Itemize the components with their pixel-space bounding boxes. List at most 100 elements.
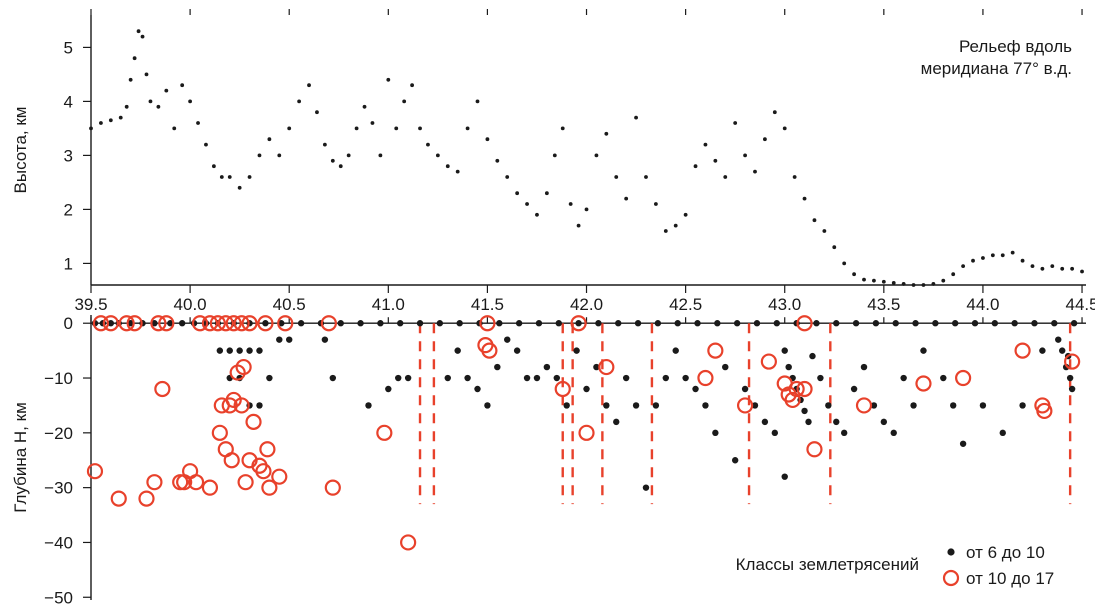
quake-small-point (377, 320, 384, 327)
relief-x-tick-label: 44.0 (966, 295, 999, 314)
relief-point (148, 99, 153, 104)
relief-x-tick-label: 43.0 (768, 295, 801, 314)
relief-point (180, 83, 185, 88)
quake-large-point (796, 380, 813, 398)
quake-small-point (456, 320, 463, 327)
relief-y-axis-label: Высота, км (11, 107, 30, 194)
quake-large-point (154, 380, 171, 398)
relief-point (338, 164, 343, 169)
relief-point (673, 223, 678, 228)
quake-small-point (436, 320, 444, 327)
relief-point (227, 175, 232, 179)
quake-small-point (1068, 385, 1076, 393)
quake-small-point (622, 374, 630, 382)
quake-small-point (615, 320, 622, 327)
quake-small-point (979, 402, 987, 409)
relief-point (435, 153, 440, 158)
quake-small-point (825, 402, 832, 409)
quake-small-point (1051, 320, 1058, 327)
quake-small-point (950, 402, 957, 409)
quake-large-point (570, 315, 587, 332)
relief-point (237, 185, 242, 190)
quake-small-point (692, 385, 699, 393)
quake-small-point (912, 320, 919, 327)
quake-small-point (951, 320, 959, 327)
relief-x-tick-label: 42.0 (570, 295, 603, 314)
relief-point (505, 175, 510, 179)
relief-point (136, 29, 141, 34)
quake-small-point (543, 363, 551, 371)
quake-large-point (138, 490, 155, 507)
quake-small-point (850, 385, 858, 393)
relief-point (802, 196, 807, 201)
relief-point (297, 99, 302, 104)
relief-point (188, 99, 193, 104)
relief-point (124, 104, 129, 109)
legend-small-marker (947, 548, 955, 556)
legend-small-label: от 6 до 10 (966, 543, 1045, 562)
relief-point (568, 202, 573, 206)
quake-small-point (805, 418, 812, 426)
quake-large-point (217, 315, 234, 332)
relief-point (990, 253, 995, 258)
quake-small-point (515, 320, 523, 327)
relief-point (307, 83, 311, 88)
relief-point (753, 169, 757, 174)
quake-large-point (1036, 402, 1053, 420)
legend-large-label: от 10 до 17 (966, 569, 1054, 588)
quake-small-point (464, 374, 471, 382)
quake-large-point (855, 397, 873, 414)
quake-large-point (578, 424, 595, 441)
relief-y-tick-label: 4 (64, 92, 73, 111)
relief-point (196, 121, 200, 125)
quake-small-point (890, 429, 897, 437)
relief-point (653, 202, 658, 206)
quake-small-point (781, 347, 788, 354)
quake-small-point (107, 320, 115, 327)
quake-large-point (1014, 342, 1031, 359)
quake-small-point (672, 347, 679, 354)
quake-small-point (920, 347, 927, 354)
quake-small-point (714, 320, 721, 327)
quake-large-point (223, 452, 240, 469)
quake-small-point (256, 347, 263, 354)
relief-point (1040, 266, 1045, 271)
relief-point (144, 72, 149, 77)
quake-large-point (233, 397, 250, 414)
relief-point (614, 175, 619, 179)
quake-small-point (785, 363, 792, 371)
relief-point (1070, 266, 1075, 271)
depth-y-tick-label: −50 (44, 588, 73, 606)
relief-point (584, 207, 589, 212)
quake-small-point (959, 440, 967, 447)
relief-point (901, 282, 906, 286)
quake-large-point (201, 479, 219, 496)
relief-point (1020, 258, 1025, 263)
relief-annotation-line: меридиана 77° в.д. (921, 59, 1072, 78)
quake-large-point (245, 413, 262, 430)
relief-point (247, 175, 252, 179)
quake-small-point (329, 374, 337, 382)
relief-point (713, 158, 718, 163)
quake-small-point (694, 320, 701, 327)
relief-point (971, 258, 975, 263)
quake-small-point (533, 374, 541, 382)
relief-point (961, 264, 966, 268)
relief-point (525, 202, 529, 206)
relief-point (402, 99, 407, 104)
quake-small-point (504, 336, 511, 343)
quake-large-point (233, 315, 250, 332)
quake-small-point (781, 473, 788, 480)
quake-small-point (801, 407, 808, 415)
relief-point (544, 191, 549, 196)
relief-x-tick-label: 39.5 (74, 295, 107, 314)
quake-small-point (999, 429, 1006, 437)
relief-x-tick-label: 40.0 (174, 295, 207, 314)
legend-large-marker (942, 569, 960, 587)
quake-large-point (126, 315, 143, 332)
quake-large-point (118, 315, 135, 332)
quake-small-point (397, 320, 404, 327)
relief-point (733, 121, 738, 125)
quake-large-point (320, 315, 337, 332)
quake-large-point (158, 315, 175, 332)
